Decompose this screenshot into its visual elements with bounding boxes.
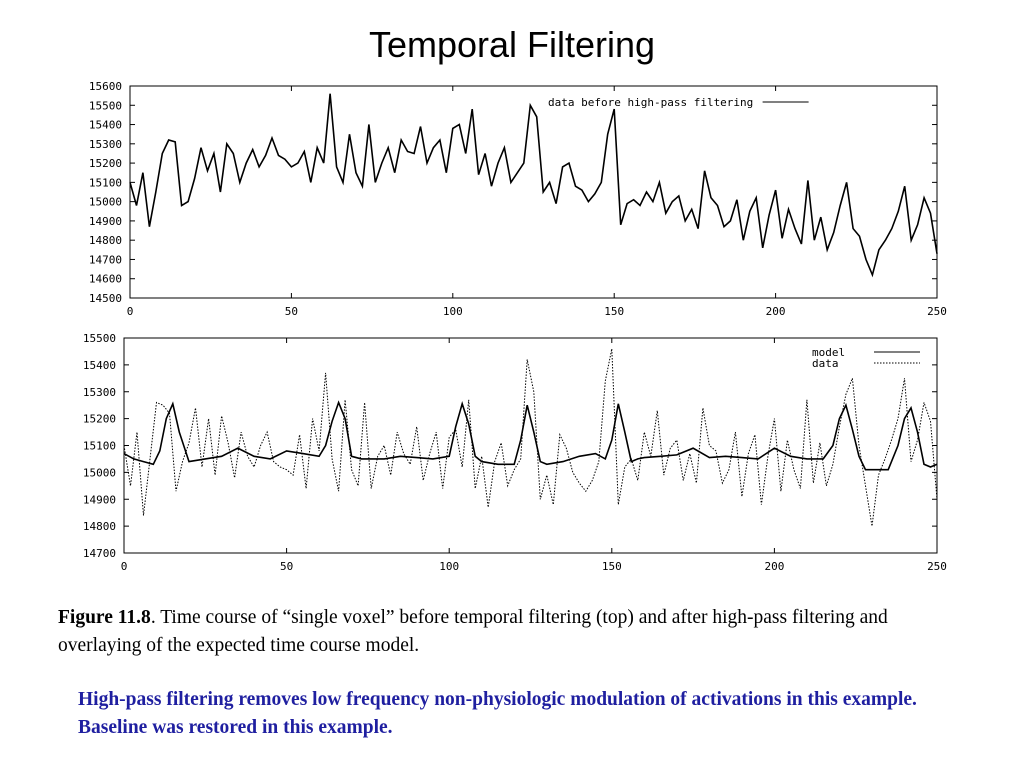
x-tick-label: 250 xyxy=(927,305,947,318)
x-tick-label: 250 xyxy=(927,560,947,573)
y-tick-label: 15300 xyxy=(89,138,122,151)
plot-frame xyxy=(129,85,938,299)
x-tick-label: 200 xyxy=(764,560,784,573)
legend-label: data xyxy=(812,357,839,370)
y-tick-label: 15200 xyxy=(89,157,122,170)
y-tick-label: 15400 xyxy=(89,119,122,132)
x-tick-label: 100 xyxy=(443,305,463,318)
y-tick-label: 15600 xyxy=(89,80,122,93)
y-tick-label: 14700 xyxy=(89,253,122,266)
x-tick-label: 200 xyxy=(766,305,786,318)
y-tick-label: 15100 xyxy=(83,440,116,453)
y-tick-label: 14900 xyxy=(83,493,116,506)
x-tick-label: 50 xyxy=(285,305,298,318)
x-tick-label: 150 xyxy=(604,305,624,318)
y-tick-label: 15000 xyxy=(89,196,122,209)
series-line-data-before-high-pass-filtering xyxy=(129,93,938,278)
x-tick-label: 150 xyxy=(602,560,622,573)
y-tick-label: 14800 xyxy=(83,520,116,533)
y-tick-label: 14500 xyxy=(89,292,122,305)
x-tick-label: 0 xyxy=(127,305,134,318)
y-tick-label: 15100 xyxy=(89,176,122,189)
chart-after-filtering: 14700 14800 14900 15000 15100 15200 15300 15400… xyxy=(83,332,947,573)
y-tick-label: 15300 xyxy=(83,386,116,399)
y-tick-label: 14600 xyxy=(89,273,122,286)
series-line-model xyxy=(123,400,938,471)
y-tick-label: 15400 xyxy=(83,359,116,372)
legend-label: data before high-pass filtering xyxy=(548,96,753,109)
y-tick-label: 15500 xyxy=(89,99,122,112)
series-line-data xyxy=(123,348,938,527)
y-tick-label: 15000 xyxy=(83,466,116,479)
slide-title: Temporal Filtering xyxy=(368,24,656,65)
y-tick-label: 14800 xyxy=(89,234,122,247)
y-tick-label: 14900 xyxy=(89,215,122,228)
chart-before-filtering: 14500 14600 14700 14800 14900 15000 15100 15200… xyxy=(89,80,947,318)
x-tick-label: 50 xyxy=(280,560,293,573)
caption-text: . Time course of “single voxel” before t… xyxy=(58,607,888,656)
legend-label: model xyxy=(812,346,845,359)
explanatory-note: High-pass filtering removes low frequenc… xyxy=(78,689,917,738)
x-tick-label: 100 xyxy=(439,560,459,573)
y-tick-label: 15500 xyxy=(83,332,116,345)
figure-caption: Figure 11.8. Time course of “single voxe… xyxy=(58,604,958,660)
figure-label: Figure 11.8 xyxy=(58,607,151,628)
x-tick-label: 0 xyxy=(121,560,128,573)
y-tick-label: 14700 xyxy=(83,547,116,560)
y-tick-label: 15200 xyxy=(83,413,116,426)
plot-frame xyxy=(123,337,938,554)
